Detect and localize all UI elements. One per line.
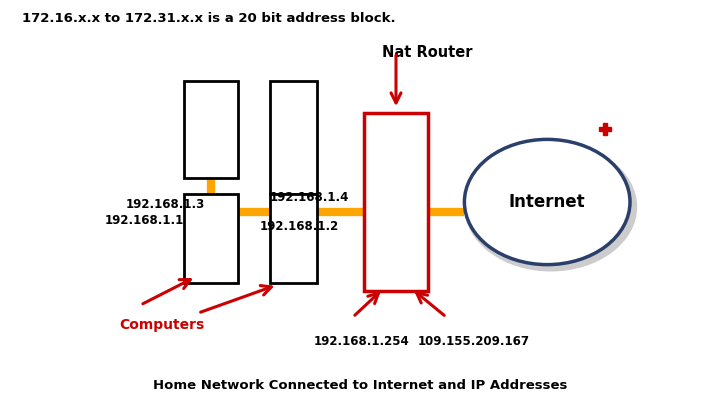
Text: 192.168.1.3: 192.168.1.3 <box>126 198 205 210</box>
Bar <box>364 113 428 291</box>
Bar <box>270 194 317 283</box>
Text: 109.155.209.167: 109.155.209.167 <box>418 335 530 348</box>
Text: 192.168.1.2: 192.168.1.2 <box>259 220 338 233</box>
Text: Internet: Internet <box>509 193 585 211</box>
Text: 192.168.1.4: 192.168.1.4 <box>270 191 349 204</box>
Text: Nat Router: Nat Router <box>382 45 472 60</box>
Ellipse shape <box>464 139 630 265</box>
Text: 172.16.x.x to 172.31.x.x is a 20 bit address block.: 172.16.x.x to 172.31.x.x is a 20 bit add… <box>22 12 395 25</box>
Bar <box>184 81 238 178</box>
Text: 192.168.1.1: 192.168.1.1 <box>104 214 184 227</box>
Bar <box>270 81 317 194</box>
Bar <box>184 194 238 283</box>
Text: 192.168.1.254: 192.168.1.254 <box>313 335 409 348</box>
Text: Home Network Connected to Internet and IP Addresses: Home Network Connected to Internet and I… <box>153 379 567 392</box>
Text: Computers: Computers <box>119 318 204 332</box>
Ellipse shape <box>464 142 637 271</box>
